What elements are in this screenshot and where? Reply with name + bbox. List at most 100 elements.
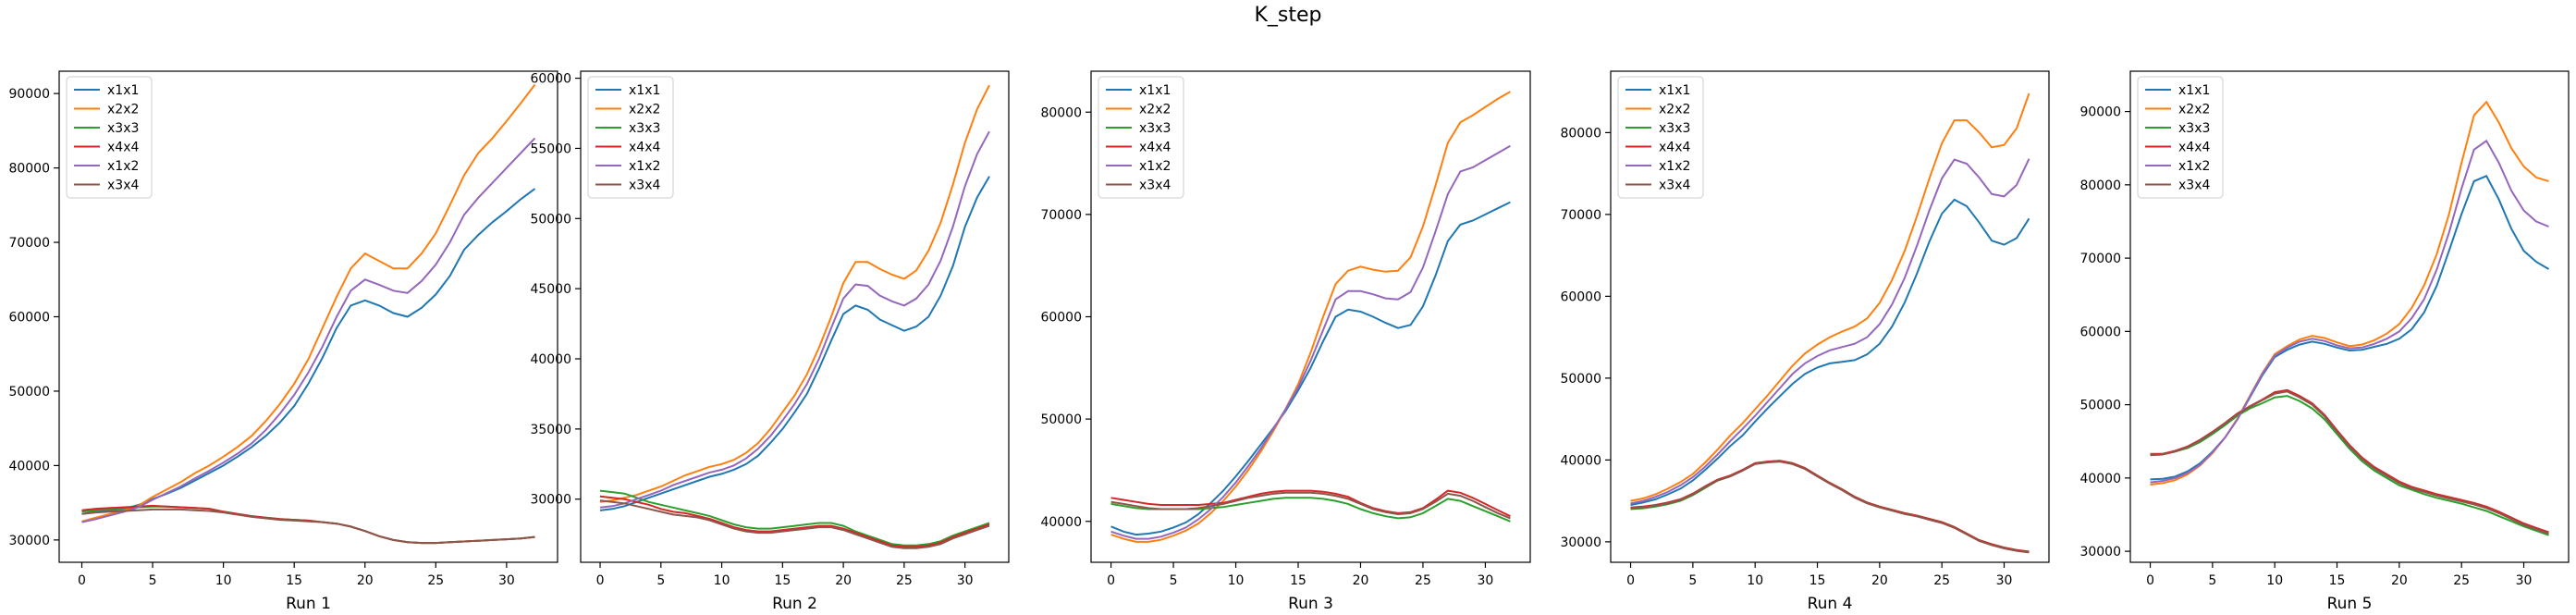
legend-label-x1x1: x1x1 — [1139, 83, 1171, 98]
figure-title: K_step — [1254, 4, 1322, 27]
series-line-x2x2 — [599, 84, 990, 503]
y-tick-label: 30000 — [8, 534, 50, 548]
x-tick-label: 30 — [1996, 573, 2013, 588]
x-tick-label: 20 — [835, 573, 852, 588]
y-tick-label: 60000 — [8, 311, 50, 326]
series-line-x1x1 — [599, 176, 990, 511]
series-line-x1x2 — [81, 137, 536, 523]
legend-label-x3x3: x3x3 — [1659, 121, 1690, 136]
legend-label-x1x2: x1x2 — [107, 159, 139, 174]
x-tick-label: 10 — [2266, 573, 2283, 588]
y-tick-label: 40000 — [1040, 515, 1082, 530]
subplot-2: 0 5 10 15 20 25 30 30000 35000 40000 45000 50000 550… — [530, 70, 1010, 613]
y-tick-label: 90000 — [2079, 105, 2121, 120]
x-axis-label: Run 3 — [1288, 595, 1333, 613]
y-tick-label: 70000 — [2079, 252, 2121, 266]
legend-label-x3x4: x3x4 — [2178, 178, 2210, 193]
x-tick-label: 5 — [656, 573, 665, 588]
x-tick-label: 15 — [2329, 573, 2346, 588]
legend-label-x3x4: x3x4 — [107, 178, 139, 193]
x-tick-label: 30 — [498, 573, 515, 588]
x-tick-label: 25 — [427, 573, 444, 588]
y-tick-label: 50000 — [1040, 412, 1082, 427]
y-tick-label: 30000 — [2079, 545, 2121, 560]
subplot-5: 0 5 10 15 20 25 30 30000 40000 50000 60000 70000 800… — [2079, 70, 2570, 613]
x-axis-label: Run 5 — [2327, 595, 2373, 613]
x-tick-label: 5 — [1170, 573, 1178, 588]
series-line-x4x4 — [1110, 489, 1511, 518]
y-tick-label: 50000 — [8, 385, 50, 400]
x-tick-label: 20 — [1871, 573, 1888, 588]
legend-label-x1x1: x1x1 — [2178, 83, 2210, 98]
y-tick-label: 30000 — [530, 493, 571, 508]
y-tick-label: 50000 — [2079, 399, 2121, 413]
x-tick-label: 15 — [286, 573, 302, 588]
legend-box — [1617, 76, 1704, 199]
x-tick-label: 5 — [2208, 573, 2216, 588]
series-line-x4x4 — [599, 495, 990, 548]
y-tick-label: 60000 — [1040, 311, 1082, 326]
series-line-x3x4 — [1110, 491, 1511, 520]
legend-box — [66, 76, 153, 199]
y-tick-label: 70000 — [8, 236, 50, 251]
y-tick-label: 30000 — [1560, 535, 1601, 550]
x-tick-label: 20 — [1353, 573, 1369, 588]
subplot-3: 0 5 10 15 20 25 30 40000 50000 60000 70000 80000 Run… — [1040, 70, 1531, 613]
legend-label-x2x2: x2x2 — [1659, 103, 1690, 117]
subplot-1: 0 5 10 15 20 25 30 30000 40000 50000 60000 70000 800… — [8, 70, 558, 613]
x-tick-label: 10 — [1747, 573, 1763, 588]
series-line-x1x1 — [1110, 201, 1511, 536]
y-tick-label: 60000 — [1560, 289, 1601, 304]
x-tick-label: 15 — [1809, 573, 1826, 588]
y-tick-label: 80000 — [1040, 105, 1082, 120]
x-tick-label: 0 — [2146, 573, 2154, 588]
y-tick-label: 70000 — [1040, 208, 1082, 223]
legend-label-x1x2: x1x2 — [1659, 159, 1690, 174]
y-tick-label: 40000 — [2079, 472, 2121, 486]
legend-label-x1x2: x1x2 — [2178, 159, 2210, 174]
x-tick-label: 15 — [774, 573, 791, 588]
series-line-x3x4 — [2150, 390, 2549, 535]
y-tick-label: 40000 — [1560, 453, 1601, 468]
legend-label-x2x2: x2x2 — [2178, 103, 2210, 117]
legend-box — [1098, 76, 1184, 199]
legend-label-x1x1: x1x1 — [1659, 83, 1690, 98]
x-tick-label: 0 — [1626, 573, 1635, 588]
legend-label-x4x4: x4x4 — [2178, 141, 2210, 155]
legend-label-x4x4: x4x4 — [107, 141, 139, 155]
x-axis-label: Run 2 — [772, 595, 817, 613]
x-tick-label: 25 — [1415, 573, 1431, 588]
y-tick-label: 70000 — [1560, 208, 1601, 223]
y-tick-label: 80000 — [1560, 126, 1601, 141]
legend-label-x4x4: x4x4 — [1659, 141, 1690, 155]
y-tick-label: 80000 — [2079, 178, 2121, 193]
y-tick-label: 45000 — [530, 282, 571, 297]
x-tick-label: 10 — [215, 573, 232, 588]
y-tick-label: 50000 — [1560, 372, 1601, 387]
legend-label-x3x3: x3x3 — [1139, 121, 1171, 136]
legend-label-x3x3: x3x3 — [107, 121, 139, 136]
legend-label-x3x4: x3x4 — [1139, 178, 1171, 193]
subplot-4: 0 5 10 15 20 25 30 30000 40000 50000 60000 70000 800… — [1560, 70, 2050, 613]
series-line-x1x2 — [599, 130, 990, 509]
x-tick-label: 0 — [596, 573, 605, 588]
x-tick-label: 20 — [357, 573, 374, 588]
x-tick-label: 0 — [1107, 573, 1115, 588]
series-line-x3x4 — [1630, 461, 2030, 554]
y-tick-label: 90000 — [8, 87, 50, 102]
series-line-x2x2 — [81, 83, 536, 523]
x-axis-label: Run 4 — [1808, 595, 1853, 613]
y-tick-label: 40000 — [530, 352, 571, 367]
legend-box — [2137, 76, 2224, 199]
y-tick-label: 80000 — [8, 162, 50, 177]
series-line-x1x1 — [1630, 198, 2030, 506]
y-tick-label: 60000 — [530, 72, 571, 87]
series-line-x1x2 — [1110, 144, 1511, 540]
legend-label-x2x2: x2x2 — [629, 103, 660, 117]
x-tick-label: 30 — [2516, 573, 2533, 588]
x-tick-label: 25 — [1933, 573, 1950, 588]
x-tick-label: 15 — [1290, 573, 1306, 588]
legend-label-x2x2: x2x2 — [107, 103, 139, 117]
